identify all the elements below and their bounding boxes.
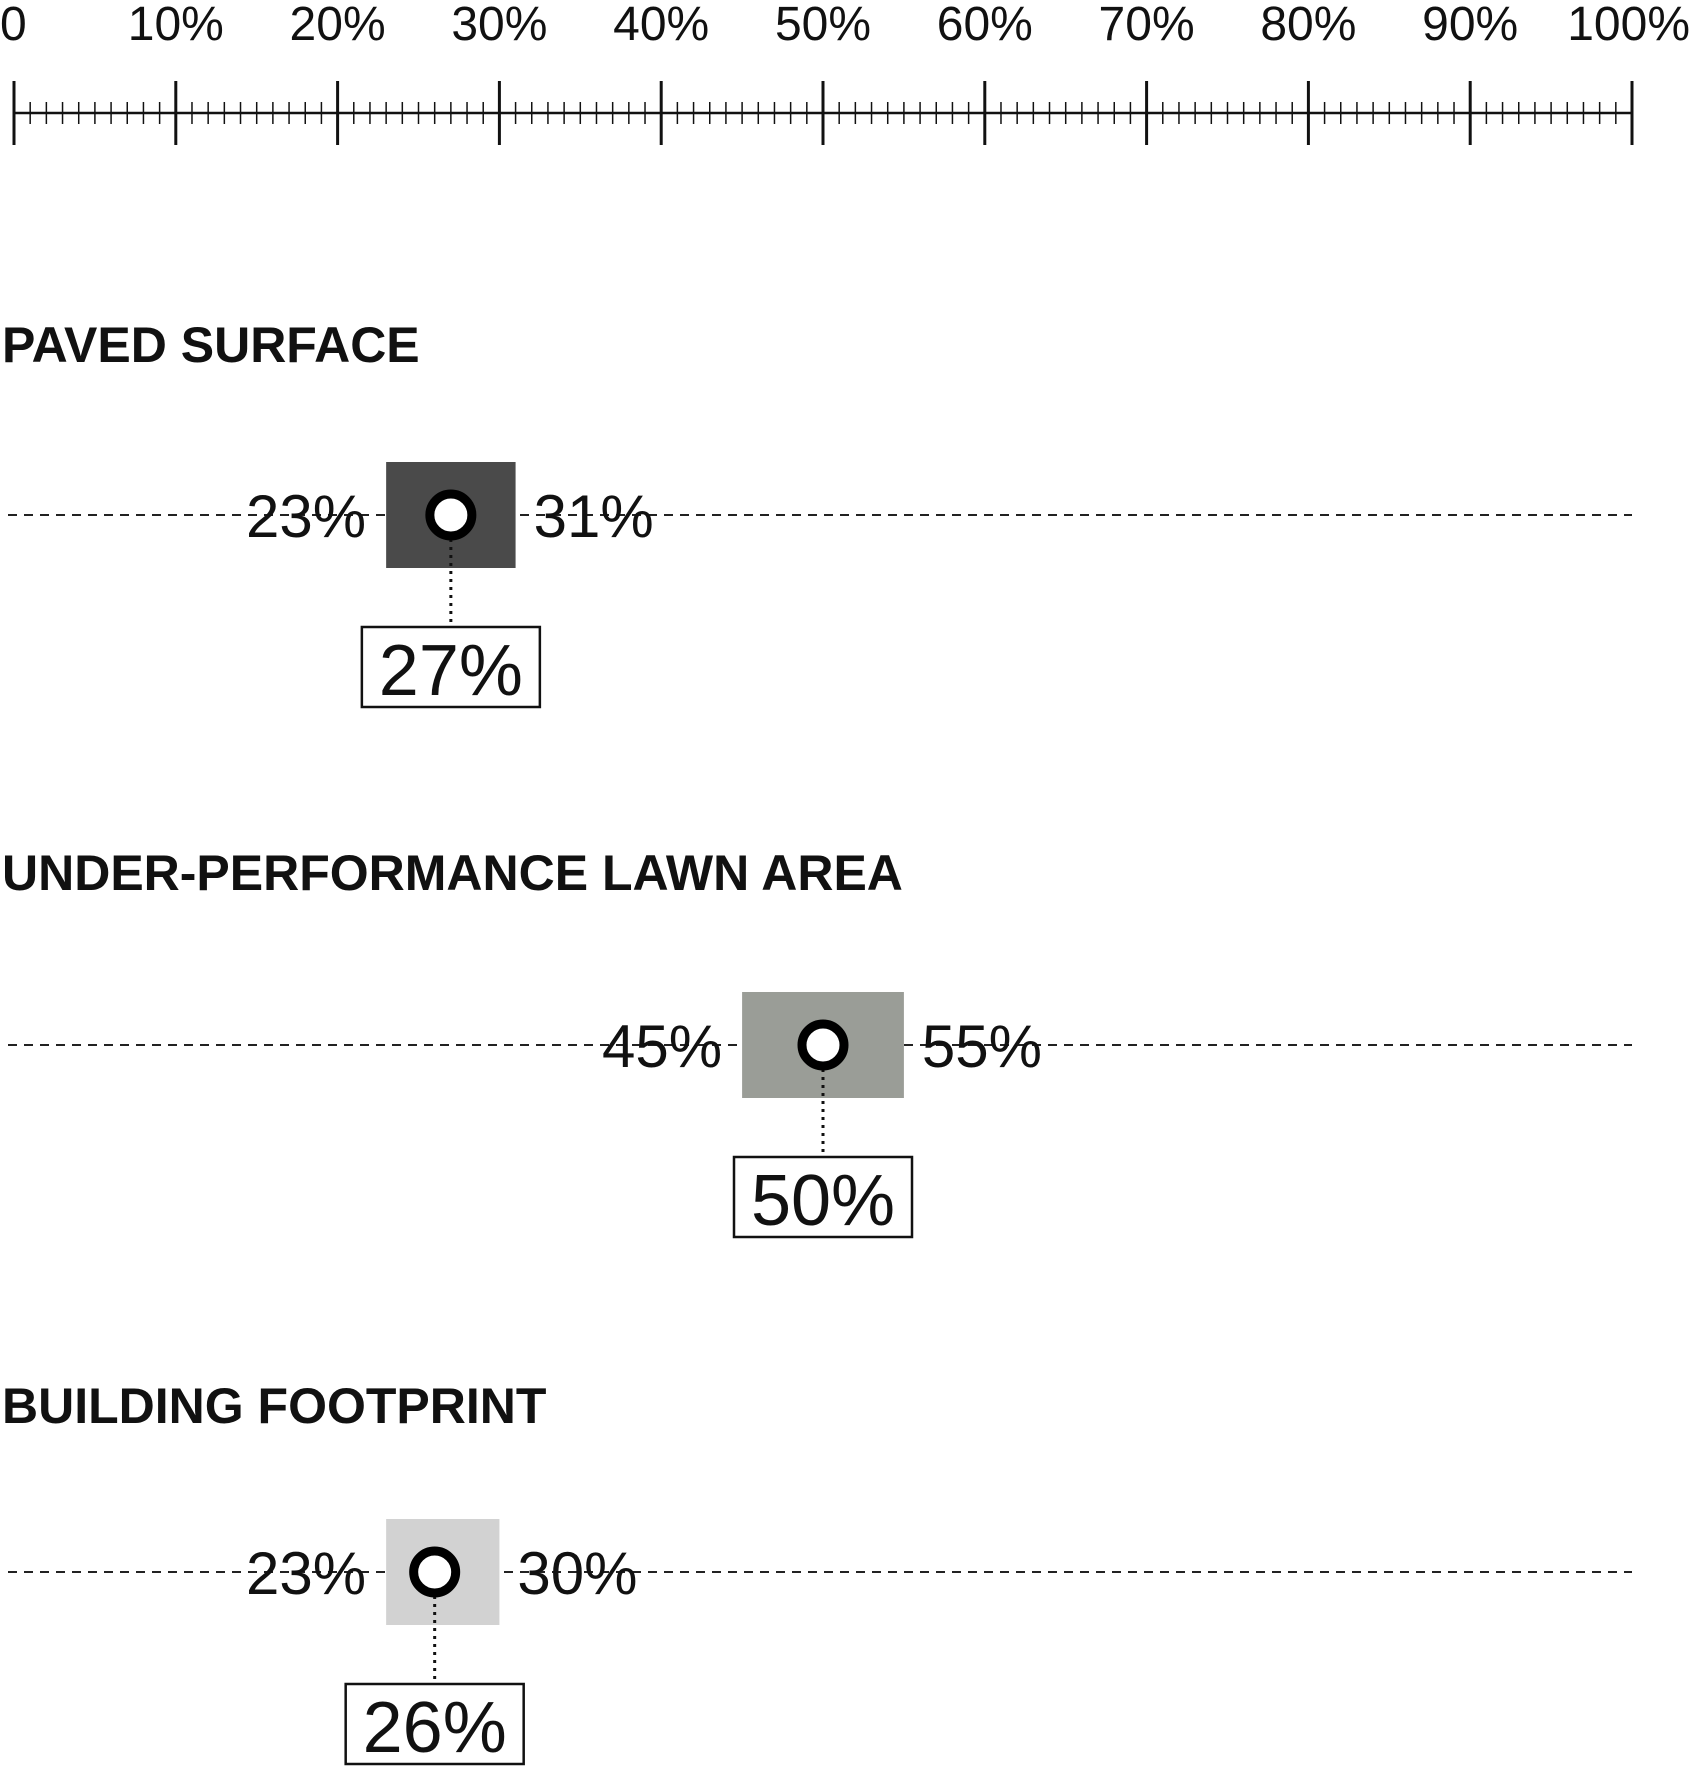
x-axis [12, 81, 1634, 145]
x-axis-tick-label: 80% [1260, 0, 1356, 51]
x-axis-tick-label: 40% [613, 0, 709, 51]
range-row [8, 462, 1632, 709]
low-value-label: 23% [246, 1540, 366, 1607]
median-value-label: 27% [379, 631, 523, 711]
median-marker [425, 489, 477, 541]
x-axis-tick-label: 90% [1422, 0, 1518, 51]
high-value-label: 30% [517, 1540, 637, 1607]
x-axis-tick-label: 20% [290, 0, 386, 51]
median-label-box [344, 1682, 525, 1766]
x-axis-tick-label: 100% [1567, 0, 1690, 51]
median-marker [409, 1546, 461, 1598]
median-label-box [732, 1155, 914, 1239]
category-title: PAVED SURFACE [2, 317, 420, 373]
median-value-label: 26% [363, 1688, 507, 1767]
category-title: BUILDING FOOTPRINT [2, 1378, 546, 1434]
median-value-label: 50% [751, 1161, 895, 1241]
median-label-box [360, 625, 542, 709]
x-axis-tick-label: 10% [128, 0, 224, 51]
low-value-label: 45% [602, 1013, 722, 1080]
high-value-label: 31% [534, 483, 654, 550]
x-axis-tick-label: 30% [451, 0, 547, 51]
range-row [8, 992, 1632, 1239]
high-value-label: 55% [922, 1013, 1042, 1080]
x-axis-tick-label: 0 [0, 0, 27, 51]
low-value-label: 23% [246, 483, 366, 550]
x-axis-tick-label: 60% [937, 0, 1033, 51]
x-axis-tick-label: 50% [775, 0, 871, 51]
x-axis-tick-label: 70% [1099, 0, 1195, 51]
range-row [8, 1519, 1632, 1766]
median-marker [797, 1019, 849, 1071]
category-title: UNDER-PERFORMANCE LAWN AREA [2, 845, 903, 901]
